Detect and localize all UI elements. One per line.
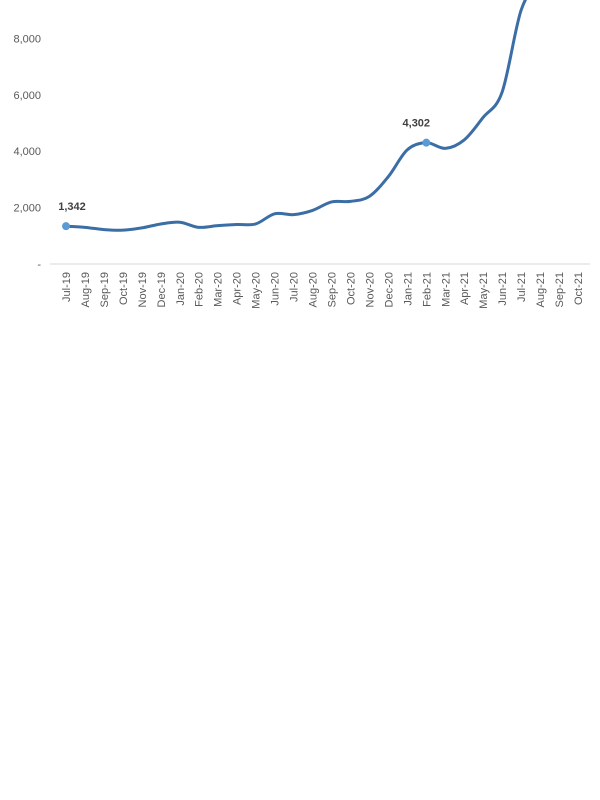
x-tick-label: Apr-20 <box>232 272 244 305</box>
x-tick-label: Aug-19 <box>80 272 92 307</box>
x-tick-label: Sep-21 <box>554 272 566 307</box>
x-tick-label: May-20 <box>251 272 263 309</box>
y-tick-label: - <box>37 259 41 271</box>
data-label: 4,302 <box>403 118 431 130</box>
x-tick-label: Aug-20 <box>308 272 320 307</box>
y-tick-label: 6,000 <box>13 90 41 102</box>
x-tick-label: Mar-21 <box>440 272 452 307</box>
x-tick-label: Feb-20 <box>194 272 206 307</box>
x-tick-label: Jun-20 <box>270 272 282 306</box>
data-label: 1,342 <box>58 201 86 213</box>
x-tick-label: Oct-20 <box>345 272 357 305</box>
x-tick-label: Sep-20 <box>326 272 338 307</box>
x-tick-label: Jan-21 <box>402 272 414 306</box>
line-chart: - 2,000 4,000 6,000 8,000 Jul-19 Aug-19 Sep-19… <box>0 0 600 340</box>
x-tick-label: Jul-21 <box>516 272 528 302</box>
x-tick-label: Sep-19 <box>99 272 111 307</box>
chart-svg: - 2,000 4,000 6,000 8,000 Jul-19 Aug-19 Sep-19… <box>13 0 590 309</box>
x-tick-label: Jan-20 <box>175 272 187 306</box>
plot-area <box>64 0 527 232</box>
x-tick-label: Oct-19 <box>118 272 130 305</box>
series-line <box>64 0 527 232</box>
x-axis: Jul-19 Aug-19 Sep-19 Oct-19 Nov-19 Dec-19 Jan-… <box>50 263 590 309</box>
y-tick-label: 2,000 <box>13 203 41 215</box>
data-point-marker <box>62 222 70 231</box>
x-tick-label: Nov-19 <box>137 272 149 307</box>
x-tick-label: Jul-19 <box>61 272 73 302</box>
x-tick-label: Nov-20 <box>364 272 376 307</box>
x-tick-label: Apr-21 <box>459 272 471 305</box>
x-tick-label: Feb-21 <box>421 272 433 307</box>
x-tick-label: Mar-20 <box>213 272 225 307</box>
x-tick-label: Oct-21 <box>573 272 585 305</box>
y-tick-label: 8,000 <box>13 33 41 45</box>
x-tick-label: Aug-21 <box>535 272 547 307</box>
x-tick-label: Dec-20 <box>383 272 395 307</box>
y-tick-label: 4,000 <box>13 146 41 158</box>
x-tick-label: Dec-19 <box>156 272 168 307</box>
x-tick-label: Jun-21 <box>497 272 509 306</box>
data-point-marker <box>422 138 431 147</box>
x-tick-label: Jul-20 <box>289 272 301 302</box>
x-tick-label: May-21 <box>478 272 490 309</box>
y-axis: - 2,000 4,000 6,000 8,000 <box>13 33 41 271</box>
